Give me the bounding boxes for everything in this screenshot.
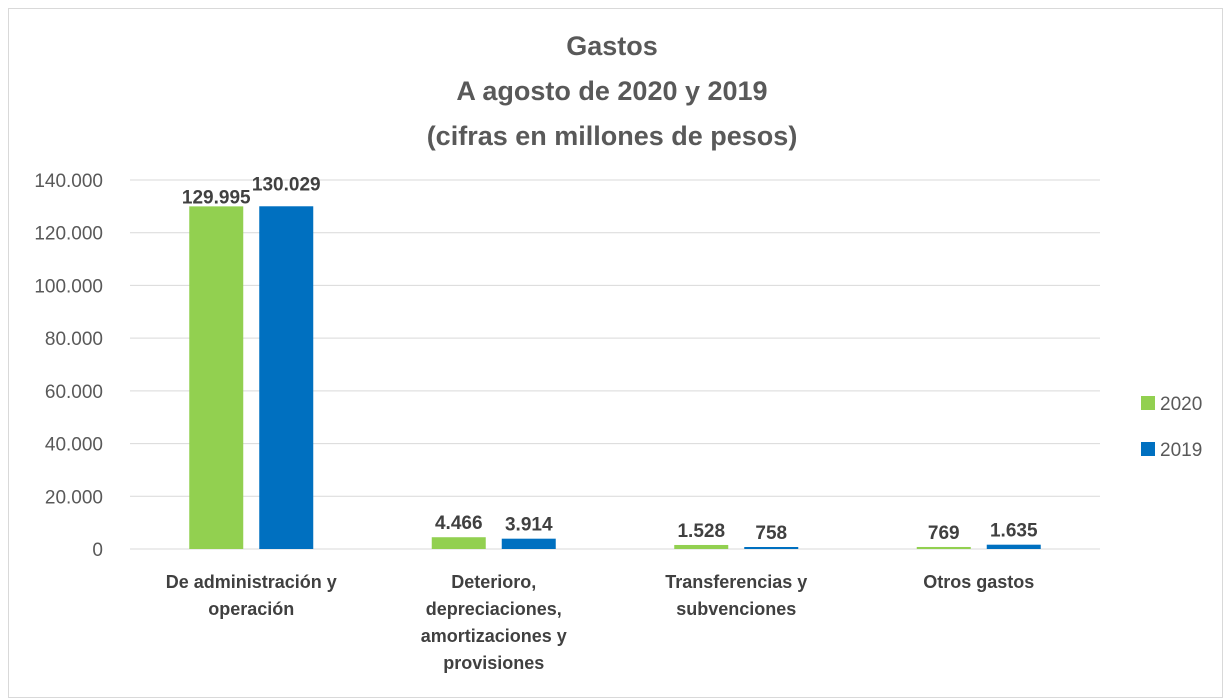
data-label: 3.914 [505,515,553,536]
x-category-label: amortizaciones y [421,626,567,646]
data-label: 1.528 [677,521,725,542]
bar-2020 [189,206,244,550]
y-tick-label: 0 [92,540,103,561]
legend: 2020 2019 [1141,394,1202,461]
x-category-label: depreciaciones, [426,599,562,619]
y-tick-label: 100.000 [34,276,103,297]
data-label: 1.635 [990,521,1038,542]
y-tick-label: 140.000 [34,171,103,192]
legend-label: 2019 [1160,440,1202,461]
data-label: 4.466 [435,513,483,534]
y-axis-ticks: 0 20.000 40.000 60.000 80.000 100.000 120.000 1… [34,171,103,561]
x-category-label: operación [208,599,294,619]
x-category-label: subvenciones [676,599,796,619]
x-axis-categories: De administración y operación Deterioro, de… [166,572,1035,673]
data-label: 758 [755,523,787,544]
chart-title-line: Gastos [566,31,658,61]
y-tick-label: 120.000 [34,224,103,245]
chart-title-line: A agosto de 2020 y 2019 [456,76,767,106]
data-label: 129.995 [182,187,251,208]
x-category-label: De administración y [166,572,337,592]
chart-title: Gastos A agosto de 2020 y 2019 (cifras en … [427,31,798,151]
data-label: 769 [928,523,960,544]
bar-2019 [259,206,314,549]
bars [189,206,1041,550]
y-tick-label: 20.000 [45,487,103,508]
legend-label: 2020 [1160,394,1202,415]
y-tick-label: 60.000 [45,382,103,403]
x-category-label: Otros gastos [923,572,1034,592]
data-label: 130.029 [252,174,321,195]
chart-title-line: (cifras en millones de pesos) [427,121,798,151]
y-tick-label: 40.000 [45,435,103,456]
bar-2019 [986,544,1041,549]
bar-2019 [501,538,556,549]
x-category-label: Transferencias y [665,572,807,592]
bar-2019 [744,547,799,549]
x-category-label: provisiones [443,653,544,673]
y-tick-label: 80.000 [45,329,103,350]
bar-2020 [431,537,486,549]
legend-swatch-2019 [1141,442,1155,456]
bar-2020 [916,546,971,549]
x-category-label: Deterioro, [451,572,536,592]
legend-swatch-2020 [1141,396,1155,410]
bar-2020 [674,544,729,549]
